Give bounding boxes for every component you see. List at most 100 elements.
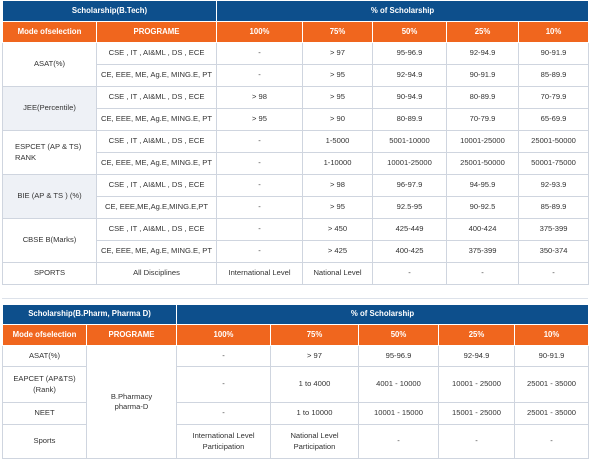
value-cell: 400-425 xyxy=(372,240,447,263)
value-cell: 92.5-95 xyxy=(372,196,447,219)
mode-cell: ASAT(%) xyxy=(2,345,87,367)
programe-cell: CSE , IT , AI&ML , DS , ECE xyxy=(96,130,217,153)
value-cell: - xyxy=(176,366,271,403)
value-cell: > 98 xyxy=(216,86,303,109)
value-cell: > 425 xyxy=(302,240,373,263)
value-cell: > 95 xyxy=(216,108,303,131)
col-header-100: 100% xyxy=(176,324,271,346)
btech-title: Scholarship(B.Tech) xyxy=(2,0,217,22)
programe-cell: B.Pharmacy pharma-D xyxy=(86,345,177,459)
col-header-10: 10% xyxy=(513,324,590,346)
value-cell: > 95 xyxy=(302,196,373,219)
programe-cell: CSE , IT , AI&ML , DS , ECE xyxy=(96,218,217,241)
value-cell: 92-94.9 xyxy=(372,64,447,87)
mode-cell: NEET xyxy=(2,402,87,425)
table-row: CE, EEE, ME, Ag.E, MING.E, PT - > 425 40… xyxy=(3,240,590,263)
programe-cell: CSE , IT , AI&ML , DS , ECE xyxy=(96,174,217,197)
value-cell: > 450 xyxy=(302,218,373,241)
value-cell: 90-91.9 xyxy=(513,345,590,367)
value-cell: 50001-75000 xyxy=(517,152,590,175)
value-cell: 95-96.9 xyxy=(358,345,439,367)
col-header-50: 50% xyxy=(358,324,439,346)
value-cell: 92-93.9 xyxy=(517,174,590,197)
value-cell: 25001 - 35000 xyxy=(513,366,590,403)
table-row: ESPCET (AP & TS) RANK CSE , IT , AI&ML ,… xyxy=(2,130,590,175)
value-cell: - xyxy=(438,424,515,459)
mode-cell: ESPCET (AP & TS) RANK xyxy=(2,130,97,175)
btech-pct-title: % of Scholarship xyxy=(215,0,590,22)
value-cell: - xyxy=(216,196,303,219)
col-header-25: 25% xyxy=(446,21,519,43)
mode-cell: CBSE B(Marks) xyxy=(2,218,97,263)
value-cell: 1-10000 xyxy=(302,152,373,175)
value-cell: 400-424 xyxy=(446,218,519,241)
table-row: SPORTS All Disciplines International Lev… xyxy=(2,262,590,285)
programe-cell: CE, EEE, ME, Ag.E, MING.E, PT xyxy=(96,152,217,175)
value-cell: - xyxy=(216,152,303,175)
value-cell: 95-96.9 xyxy=(372,42,447,65)
mode-cell: BIE (AP & TS ) (%) xyxy=(2,174,97,219)
btech-scholarship-table: Scholarship(B.Tech) % of Scholarship Mod… xyxy=(2,0,590,285)
pharma-title: Scholarship(B.Pharm, Pharma D) xyxy=(2,304,177,325)
mode-cell: EAPCET (AP&TS) (Rank) xyxy=(2,366,87,403)
value-cell: 92-94.9 xyxy=(438,345,515,367)
value-cell: > 90 xyxy=(302,108,373,131)
value-cell: 80-89.9 xyxy=(446,86,519,109)
col-header-programe: PROGRAME xyxy=(96,21,217,43)
pharma-scholarship-table: Scholarship(B.Pharm, Pharma D) % of Scho… xyxy=(2,304,590,459)
value-cell: > 97 xyxy=(270,345,359,367)
value-cell: International Level xyxy=(216,262,303,285)
value-cell: 25001-50000 xyxy=(446,152,519,175)
table-row: Sports International Level Participation… xyxy=(2,424,590,459)
col-header-75: 75% xyxy=(270,324,359,346)
value-cell: International Level Participation xyxy=(176,424,271,459)
value-cell: 70-79.9 xyxy=(446,108,519,131)
value-cell: > 97 xyxy=(302,42,373,65)
programe-cell: CE, EEE,ME,Ag.E,MING.E,PT xyxy=(96,196,217,219)
col-header-mode: Mode ofselection xyxy=(2,21,97,43)
col-header-75: 75% xyxy=(302,21,373,43)
pharma-pct-title: % of Scholarship xyxy=(175,304,590,325)
col-header-50: 50% xyxy=(372,21,447,43)
table-row: BIE (AP & TS ) (%) CSE , IT , AI&ML , DS… xyxy=(2,174,590,219)
value-cell: - xyxy=(517,262,590,285)
value-cell: 90-92.5 xyxy=(446,196,519,219)
value-cell: 25001-50000 xyxy=(517,130,590,153)
value-cell: 10001 - 15000 xyxy=(358,402,439,425)
mode-cell: Sports xyxy=(2,424,87,459)
value-cell: - xyxy=(358,424,439,459)
mode-cell: SPORTS xyxy=(2,262,97,285)
value-cell: - xyxy=(446,262,519,285)
value-cell: > 95 xyxy=(302,64,373,87)
value-cell: 90-91.9 xyxy=(517,42,590,65)
value-cell: 94-95.9 xyxy=(446,174,519,197)
value-cell: - xyxy=(216,218,303,241)
programe-cell: All Disciplines xyxy=(96,262,217,285)
value-cell: 96-97.9 xyxy=(372,174,447,197)
value-cell: 92-94.9 xyxy=(446,42,519,65)
table-row: CE, EEE, ME, Ag.E, MING.E, PT - > 95 92-… xyxy=(3,64,590,87)
table-row: CE, EEE,ME,Ag.E,MING.E,PT - > 95 92.5-95… xyxy=(3,196,590,219)
programe-cell: CE, EEE, ME, Ag.E, MING.E, PT xyxy=(96,240,217,263)
value-cell: 85-89.9 xyxy=(517,196,590,219)
value-cell: National Level Participation xyxy=(270,424,359,459)
value-cell: - xyxy=(176,345,271,367)
table-row: ASAT(%) CSE , IT , AI&ML , DS , ECE - > … xyxy=(2,42,590,87)
programe-cell: CE, EEE, ME, Ag.E, MING.E, PT xyxy=(96,64,217,87)
value-cell: - xyxy=(176,402,271,425)
value-cell: - xyxy=(513,424,590,459)
value-cell: - xyxy=(216,174,303,197)
value-cell: 10001-25000 xyxy=(372,152,447,175)
value-cell: 25001 - 35000 xyxy=(513,402,590,425)
value-cell: 80-89.9 xyxy=(372,108,447,131)
value-cell: > 95 xyxy=(302,86,373,109)
programe-cell: CE, EEE, ME, Ag.E, MING.E, PT xyxy=(96,108,217,131)
table-row: JEE(Percentile) CSE , IT , AI&ML , DS , … xyxy=(2,86,590,131)
col-header-10: 10% xyxy=(517,21,590,43)
value-cell: 10001 - 25000 xyxy=(438,366,515,403)
col-header-100: 100% xyxy=(216,21,303,43)
mode-cell: ASAT(%) xyxy=(2,42,97,87)
value-cell: 4001 - 10000 xyxy=(358,366,439,403)
value-cell: 375-399 xyxy=(517,218,590,241)
col-header-programe: PROGRAME xyxy=(86,324,177,346)
